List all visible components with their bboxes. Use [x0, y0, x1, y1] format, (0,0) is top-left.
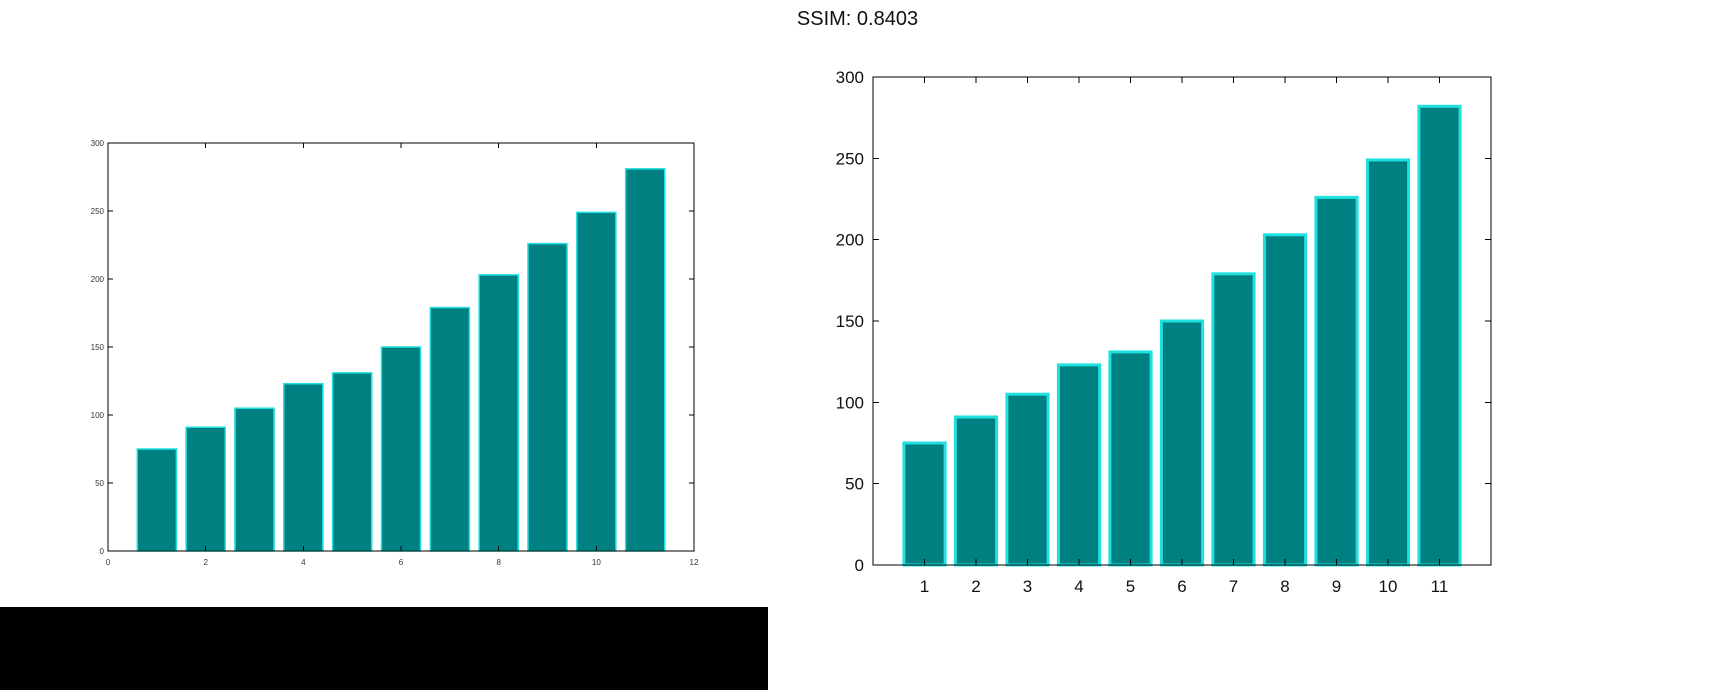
- right-y-tick-label: 150: [836, 312, 864, 331]
- right-y-tick-label: 100: [836, 393, 864, 412]
- right-bar-4: [1056, 363, 1102, 567]
- right-y-tick-label: 300: [836, 68, 864, 87]
- left-y-tick-label: 100: [91, 411, 105, 420]
- right-x-tick-label: 3: [1023, 577, 1032, 596]
- left-x-tick-label: 10: [592, 558, 601, 567]
- right-x-tick-label: 6: [1177, 577, 1186, 596]
- right-y-tick-label: 250: [836, 149, 864, 168]
- right-bar-10: [1365, 158, 1411, 567]
- left-bar-6: [380, 346, 422, 552]
- right-bar-7: [1211, 272, 1256, 567]
- left-y-tick-label: 50: [95, 479, 104, 488]
- right-y-tick-label: 0: [855, 556, 864, 575]
- left-bar-1: [136, 448, 178, 552]
- right-x-tick-label: 7: [1229, 577, 1238, 596]
- right-bar-11: [1417, 104, 1462, 567]
- right-x-tick-label: 1: [920, 577, 929, 596]
- right-x-tick-label: 8: [1280, 577, 1289, 596]
- right-tick-labels: 1 2 3 4 5 6 7 8 9 10 11 0 50 100 150 200 250 300: [836, 68, 1449, 596]
- page-title: SSIM: 0.8403: [796, 8, 919, 30]
- left-bar-11: [624, 168, 666, 552]
- left-x-tick-label: 0: [106, 558, 111, 567]
- right-x-tick-label: 4: [1074, 577, 1083, 596]
- left-bar-5: [331, 372, 373, 552]
- right-x-tick-label: 9: [1332, 577, 1341, 596]
- left-bar-9: [527, 242, 568, 552]
- right-bar-9: [1314, 195, 1359, 567]
- left-x-tick-label: 12: [690, 558, 699, 567]
- right-y-tick-label: 50: [845, 475, 864, 494]
- left-y-tick-label: 0: [100, 547, 105, 556]
- left-y-tick-label: 300: [91, 139, 105, 148]
- right-x-tick-label: 2: [971, 577, 980, 596]
- left-bar-4: [283, 382, 324, 552]
- right-bars: [902, 104, 1462, 567]
- left-x-tick-label: 6: [399, 558, 404, 567]
- right-bar-1: [902, 441, 947, 567]
- left-y-tick-label: 250: [91, 207, 105, 216]
- left-axes: [107, 142, 695, 552]
- right-y-tick-label: 200: [836, 231, 864, 250]
- right-bar-8: [1262, 233, 1308, 567]
- right-x-tick-label: 11: [1431, 577, 1449, 596]
- right-bar-6: [1159, 319, 1205, 567]
- left-tick-labels: 0 2 4 6 8 10 12 0 50 100 150 200 250 300: [91, 139, 699, 567]
- left-x-tick-label: 2: [203, 558, 208, 567]
- right-bar-2: [953, 415, 999, 567]
- right-bar-5: [1108, 350, 1153, 567]
- right-axes: [872, 76, 1492, 566]
- left-x-tick-label: 4: [301, 558, 306, 567]
- black-bar: [0, 607, 768, 690]
- right-x-tick-label: 10: [1379, 577, 1398, 596]
- left-x-tick-label: 8: [496, 558, 501, 567]
- right-bar-3: [1005, 392, 1050, 567]
- left-bars: [136, 168, 666, 552]
- left-bar-7: [429, 306, 471, 552]
- right-x-tick-label: 5: [1126, 577, 1135, 596]
- left-y-tick-label: 200: [91, 275, 105, 284]
- left-bar-3: [234, 407, 275, 552]
- left-y-tick-label: 150: [91, 343, 105, 352]
- left-bar-8: [478, 274, 519, 552]
